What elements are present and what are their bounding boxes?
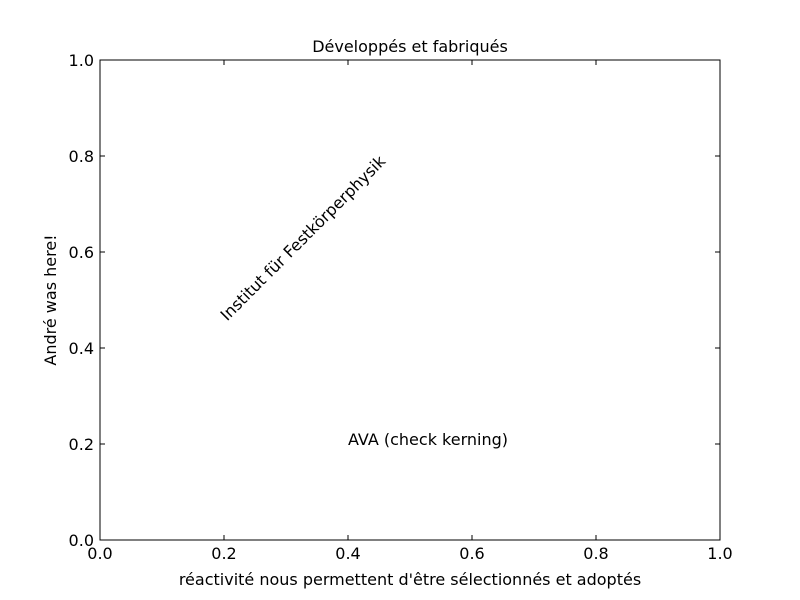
y-tick-label: 0.6: [69, 243, 94, 262]
x-tick-label: 0.6: [459, 544, 484, 563]
x-tick-label: 1.0: [707, 544, 732, 563]
annotation: AVA (check kerning): [348, 430, 508, 449]
y-tick-label: 0.2: [69, 435, 94, 454]
x-tick-label: 0.2: [211, 544, 236, 563]
chart-title: Développés et fabriqués: [312, 37, 508, 56]
y-tick-label: 0.8: [69, 147, 94, 166]
y-tick-label: 1.0: [69, 51, 94, 70]
x-tick-label: 0.8: [583, 544, 608, 563]
annotation: Institut für Festkörperphysik: [216, 151, 389, 324]
y-axis-label: André was here!: [41, 234, 60, 365]
x-tick-label: 0.0: [87, 544, 112, 563]
y-tick-label: 0.0: [69, 531, 94, 550]
plot-frame: [99, 59, 721, 541]
x-axis-label: réactivité nous permettent d'être sélect…: [179, 570, 641, 589]
x-tick-label: 0.4: [335, 544, 360, 563]
y-tick-label: 0.4: [69, 339, 94, 358]
